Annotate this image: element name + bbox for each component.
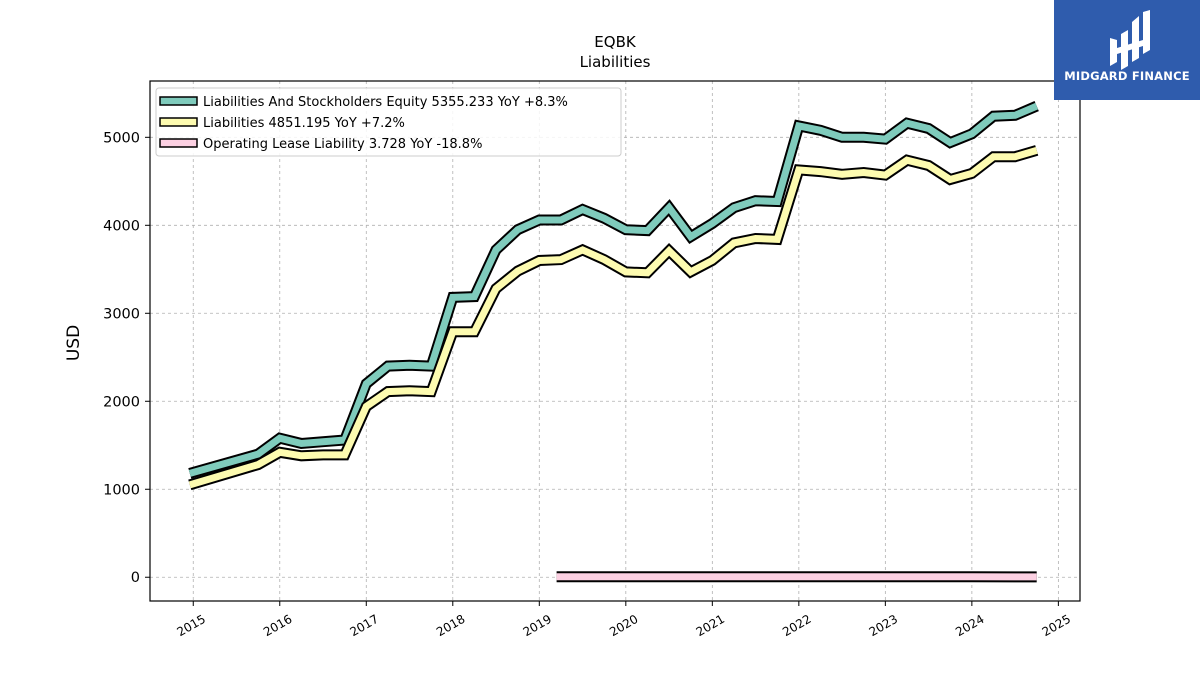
logo-mark-icon: [1110, 10, 1150, 70]
x-tick-label: 2016: [261, 612, 294, 639]
chart-title: EQBK: [594, 33, 637, 51]
series-core: [188, 102, 1039, 477]
x-tick-label: 2025: [1040, 612, 1073, 639]
legend-swatch: [159, 138, 198, 148]
chart-subtitle: Liabilities: [580, 53, 651, 71]
legend-label: Liabilities 4851.195 YoY +7.2%: [203, 116, 405, 131]
series-line: [188, 101, 1039, 479]
y-axis-label: USD: [64, 325, 84, 361]
legend-label: Liabilities And Stockholders Equity 5355…: [203, 95, 568, 110]
midgard-finance-logo: MIDGARD FINANCE: [1054, 0, 1200, 100]
x-tick-label: 2022: [780, 612, 813, 639]
y-tick-label: 4000: [103, 218, 140, 234]
y-tick-label: 5000: [103, 130, 140, 146]
x-tick-label: 2018: [434, 612, 467, 639]
series-lines: [188, 101, 1039, 583]
x-tick-label: 2021: [694, 612, 727, 639]
y-tick-label: 0: [131, 570, 140, 586]
y-tick-label: 3000: [103, 306, 140, 322]
series-outline: [188, 145, 1039, 491]
x-tick-label: 2020: [607, 612, 640, 639]
legend: Liabilities And Stockholders Equity 5355…: [155, 87, 622, 157]
logo-text: MIDGARD FINANCE: [1064, 69, 1190, 83]
legend-swatch: [159, 117, 198, 127]
x-tick-label: 2023: [867, 612, 900, 639]
legend-swatch: [159, 96, 198, 106]
x-tick-label: 2024: [953, 612, 986, 639]
series-line: [188, 145, 1039, 491]
legend-label: Operating Lease Liability 3.728 YoY -18.…: [203, 137, 482, 152]
y-tick-label: 2000: [103, 394, 140, 410]
series-core: [188, 147, 1038, 489]
y-tick-label: 1000: [103, 482, 140, 498]
x-tick-label: 2019: [521, 612, 554, 639]
plot-frame: [149, 80, 1081, 602]
x-tick-label: 2017: [348, 612, 381, 639]
legend-box: [155, 87, 622, 157]
grid: [150, 81, 1080, 601]
x-tick-label: 2015: [175, 612, 208, 639]
